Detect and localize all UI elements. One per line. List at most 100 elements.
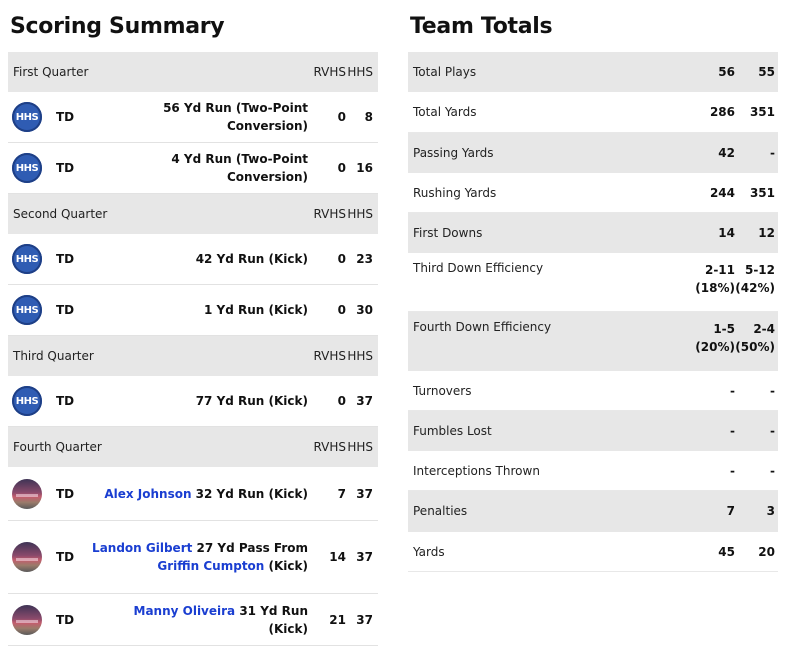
team-logo-text: HHS [15,395,39,407]
play-type: TD [56,303,75,317]
rvhs-stat-value: 14 [718,225,735,240]
scoring-summary-title: Scoring Summary [10,14,225,39]
rvhs-score: 7 [337,486,346,501]
rvhs-team-logo [12,542,42,572]
player-link[interactable]: Manny Oliveira [133,603,236,618]
team-totals-row: Penalties 7 3 [408,491,778,532]
hhs-score: 30 [356,303,373,317]
passer-link[interactable]: Griffin Cumpton [157,559,265,573]
rvhs-score: 0 [337,161,346,175]
scoring-play-row: TD Manny Oliveira 31 Yd Run (Kick) 21 37 [8,594,378,646]
stat-label: Fumbles Lost [413,423,492,438]
quarter-name: Second Quarter [13,207,108,221]
team-totals-row: First Downs 14 12 [408,213,778,253]
player-link[interactable]: Landon Gilbert [92,541,193,555]
hhs-stat-value: 2-4 (50%) [735,320,778,356]
play-suffix: (Kick) [264,559,308,573]
team-totals-row: Fourth Down Efficiency 1-5 (20%) 2-4 (50%) [408,312,778,371]
team-totals-row: Interceptions Thrown - - [408,451,778,491]
play-description: 56 Yd Run (Two-Point Conversion) [92,99,308,135]
stat-label: Total Yards [413,105,477,119]
hhs-score: 37 [356,486,373,501]
rvhs-score: 0 [337,252,346,266]
hhs-stat-value: 351 [749,105,775,119]
stat-label: Total Plays [413,64,477,79]
hhs-score: 16 [356,161,373,175]
stat-primary: 2-11 [704,263,735,277]
play-description: Alex Johnson 32 Yd Run (Kick) [92,485,308,503]
play-description: 42 Yd Run (Kick) [92,250,308,268]
play-type: TD [56,550,75,564]
rvhs-stat-value: 45 [718,544,735,559]
play-detail: 4 Yd Run (Two-Point Conversion) [171,152,308,184]
play-detail: 31 Yd Run (Kick) [235,603,308,636]
column-header-hhs: HHS [347,207,373,221]
scoring-summary-table: First Quarter RVHS HHS HHS TD 56 Yd Run (Two-… [8,52,378,646]
hhs-stat-value: 3 [766,504,775,518]
play-type: TD [56,161,75,175]
column-header-rvhs: RVHS [313,349,346,363]
rvhs-stat-value: - [730,463,735,478]
play-type: TD [56,110,75,124]
play-description: Manny Oliveira 31 Yd Run (Kick) [92,602,309,638]
team-totals-row: Yards 45 20 [408,532,778,572]
rvhs-team-logo [12,478,42,509]
stat-label: Interceptions Thrown [413,463,540,478]
team-totals-table: Total Plays 56 55 Total Yards 286 351 Passing … [408,52,778,572]
hhs-stat-value: - [770,145,775,160]
hhs-team-logo: HHS [12,295,42,325]
rvhs-stat-value: 56 [718,64,735,79]
hhs-score: 37 [356,394,373,408]
hhs-stat-value: 351 [749,185,775,200]
team-logo-text: HHS [15,304,39,316]
stat-label: Rushing Yards [413,185,497,200]
stat-percent: (20%) [695,340,735,354]
team-totals-row: Turnovers - - [408,371,778,411]
stat-percent: (50%) [735,340,775,354]
team-totals-row: Total Yards 286 351 [408,92,778,133]
stat-label: Turnovers [413,383,472,398]
team-logo-text: HHS [15,111,39,123]
quarter-header: Third Quarter RVHS HHS [8,336,378,376]
quarter-name: Fourth Quarter [13,440,102,454]
hhs-stat-value: 12 [758,225,775,240]
rvhs-score: 0 [337,303,346,317]
rvhs-score: 21 [329,612,346,627]
rvhs-stat-value: 286 [709,105,735,119]
hhs-stat-value: - [770,383,775,398]
hhs-team-logo: HHS [12,244,42,274]
play-detail: 42 Yd Run (Kick) [195,252,308,266]
column-header-rvhs: RVHS [313,65,346,79]
play-type: TD [56,252,75,266]
scoring-play-row: HHS TD 56 Yd Run (Two-Point Conversion) 0 8 [8,92,378,143]
play-description: Landon Gilbert 27 Yd Pass From Griffin C… [92,539,308,575]
hhs-stat-value: 55 [758,64,775,79]
team-logo-text: HHS [15,253,39,265]
hhs-score: 37 [356,612,373,627]
hhs-team-logo: HHS [12,102,42,132]
hhs-score: 8 [364,110,373,124]
quarter-name: Third Quarter [13,349,94,363]
player-link[interactable]: Alex Johnson [104,486,192,501]
quarter-header: Fourth Quarter RVHS HHS [8,427,378,467]
team-totals-row: Third Down Efficiency 2-11 (18%) 5-12 (42%) [408,253,778,312]
column-header-rvhs: RVHS [313,440,346,454]
scoring-play-row: HHS TD 4 Yd Run (Two-Point Conversion) 0 16 [8,143,378,194]
rvhs-stat-value: - [730,383,735,398]
scoring-play-row: TD Alex Johnson 32 Yd Run (Kick) 7 37 [8,467,378,521]
stat-primary: 1-5 [713,322,735,336]
rvhs-team-logo [12,604,42,635]
rvhs-score: 14 [329,550,346,564]
quarter-header: Second Quarter RVHS HHS [8,194,378,234]
quarter-name: First Quarter [13,65,89,79]
team-logo-text: HHS [15,162,39,174]
team-totals-title: Team Totals [410,14,553,39]
stat-percent: (42%) [735,281,775,295]
hhs-score: 23 [356,252,373,266]
stat-label: First Downs [413,225,483,240]
hhs-stat-value: 20 [758,544,775,559]
scoring-play-row: HHS TD 1 Yd Run (Kick) 0 30 [8,285,378,336]
hhs-score: 37 [356,550,373,564]
team-totals-row: Fumbles Lost - - [408,411,778,451]
rvhs-stat-value: 1-5 (20%) [675,320,735,356]
